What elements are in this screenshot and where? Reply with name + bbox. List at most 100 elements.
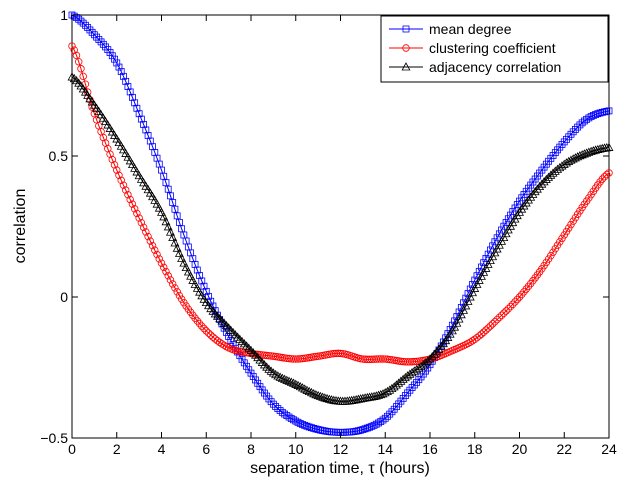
x-tick-label: 2 [113, 441, 121, 457]
data-point-mean-degree [363, 424, 371, 432]
data-point-clustering-coefficient [144, 232, 152, 241]
y-axis-label: correlation [12, 189, 29, 264]
data-point-adjacency-correlation [304, 386, 314, 395]
data-point-mean-degree [200, 282, 208, 290]
data-point-clustering-coefficient [207, 331, 215, 339]
data-point-clustering-coefficient [164, 272, 172, 280]
data-point-clustering-coefficient [175, 291, 184, 300]
data-point-adjacency-correlation [544, 172, 554, 181]
data-point-clustering-coefficient [151, 246, 159, 254]
data-point-adjacency-correlation [277, 373, 287, 382]
data-point-mean-degree [384, 412, 391, 420]
data-point-mean-degree [386, 410, 394, 418]
data-point-mean-degree [196, 272, 203, 279]
data-point-adjacency-correlation [405, 369, 415, 378]
data-point-mean-degree [193, 266, 201, 274]
data-point-adjacency-correlation [286, 377, 296, 386]
data-point-adjacency-correlation [273, 371, 283, 380]
data-point-mean-degree [381, 414, 389, 422]
data-point-clustering-coefficient [473, 333, 481, 342]
data-point-adjacency-correlation [275, 372, 285, 381]
data-point-adjacency-correlation [315, 391, 325, 400]
data-point-mean-degree [137, 115, 145, 123]
data-point-mean-degree [113, 59, 121, 67]
data-point-clustering-coefficient [218, 340, 226, 348]
data-point-clustering-coefficient [72, 51, 81, 60]
data-point-adjacency-correlation [179, 258, 189, 267]
data-point-mean-degree [587, 113, 595, 121]
data-point-adjacency-correlation [459, 305, 469, 314]
data-point-clustering-coefficient [128, 200, 137, 208]
data-point-adjacency-correlation [266, 366, 276, 375]
data-point-adjacency-correlation [295, 381, 305, 391]
data-point-mean-degree [162, 179, 170, 187]
data-point-mean-degree [303, 422, 311, 430]
data-point-clustering-coefficient [142, 228, 150, 236]
data-point-adjacency-correlation [188, 275, 198, 284]
x-axis-label: separation time, τ (hours) [250, 460, 430, 477]
data-point-mean-degree [359, 426, 367, 433]
data-point-clustering-coefficient [75, 58, 83, 66]
data-point-adjacency-correlation [465, 292, 475, 301]
plot-area [71, 14, 610, 439]
data-point-adjacency-correlation [423, 356, 433, 365]
data-point-mean-degree [269, 400, 277, 408]
data-point-mean-degree [368, 422, 376, 430]
data-point-mean-degree [140, 121, 148, 128]
data-point-adjacency-correlation [181, 262, 191, 272]
data-point-mean-degree [563, 135, 570, 143]
data-point-clustering-coefficient [135, 214, 143, 222]
x-tick-label: 8 [247, 441, 255, 457]
data-point-mean-degree [482, 255, 490, 262]
data-point-mean-degree [316, 426, 324, 434]
data-point-mean-degree [576, 121, 584, 129]
data-point-mean-degree [589, 112, 597, 119]
x-tick-label: 22 [556, 441, 572, 457]
data-point-clustering-coefficient [484, 324, 492, 332]
data-point-mean-degree [267, 398, 275, 406]
data-point-clustering-coefficient [153, 250, 161, 259]
data-point-adjacency-correlation [532, 184, 542, 193]
data-point-clustering-coefficient [130, 205, 139, 213]
data-point-clustering-coefficient [117, 176, 125, 184]
data-point-mean-degree [129, 93, 136, 101]
data-point-clustering-coefficient [191, 314, 199, 322]
data-point-adjacency-correlation [327, 395, 337, 404]
data-point-adjacency-correlation [311, 389, 321, 399]
data-point-mean-degree [79, 19, 87, 27]
data-point-mean-degree [90, 31, 98, 39]
data-point-clustering-coefficient [506, 302, 515, 311]
data-point-mean-degree [274, 405, 282, 412]
data-point-adjacency-correlation [378, 389, 388, 398]
data-point-adjacency-correlation [152, 199, 162, 208]
data-point-adjacency-correlation [302, 385, 312, 394]
data-point-mean-degree [603, 107, 611, 115]
data-point-mean-degree [135, 110, 143, 118]
data-point-clustering-coefficient [171, 284, 179, 292]
data-point-clustering-coefficient [511, 298, 519, 306]
data-point-adjacency-correlation [535, 181, 545, 191]
data-point-mean-degree [605, 107, 613, 115]
data-point-mean-degree [120, 72, 127, 80]
data-point-mean-degree [198, 277, 206, 285]
data-point-mean-degree [240, 359, 248, 367]
data-point-mean-degree [379, 416, 387, 424]
data-point-mean-degree [82, 21, 89, 29]
data-point-mean-degree [558, 141, 566, 148]
data-point-mean-degree [97, 38, 105, 46]
data-point-adjacency-correlation [568, 154, 578, 163]
data-point-adjacency-correlation [519, 201, 529, 210]
data-point-adjacency-correlation [476, 271, 486, 280]
data-point-adjacency-correlation [150, 195, 160, 204]
data-point-adjacency-correlation [177, 253, 187, 262]
data-point-clustering-coefficient [497, 311, 506, 320]
legend-marker-clustering-coefficient [402, 44, 410, 52]
data-point-adjacency-correlation [470, 283, 480, 292]
data-point-adjacency-correlation [309, 388, 319, 398]
data-point-mean-degree [276, 407, 284, 414]
data-point-mean-degree [88, 28, 96, 36]
data-point-clustering-coefficient [493, 315, 501, 324]
data-point-mean-degree [594, 110, 602, 118]
data-point-mean-degree [487, 246, 494, 254]
data-point-mean-degree [236, 352, 244, 360]
